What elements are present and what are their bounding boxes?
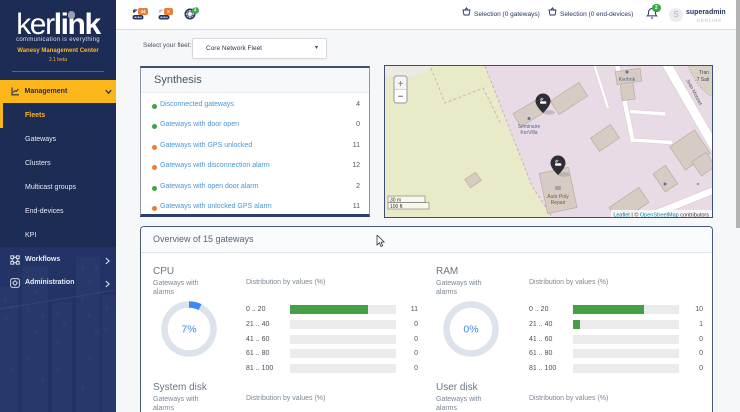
svg-text:−: − (398, 92, 404, 103)
svg-text:+: + (398, 79, 404, 90)
svg-text:Leaflet | © OpenStreetMap cont: Leaflet | © OpenStreetMap contributors (613, 212, 709, 218)
svg-text:7 Sati: 7 Sati (697, 77, 710, 83)
svg-text:7%: 7% (181, 324, 196, 336)
svg-text:KerVilla: KerVilla (520, 130, 537, 136)
svg-text:100 ft: 100 ft (390, 204, 403, 210)
svg-text:0%: 0% (463, 324, 478, 336)
svg-text:Repair: Repair (551, 200, 566, 206)
svg-text:Séminaire: Séminaire (518, 124, 541, 130)
svg-text:Tran: Tran (699, 70, 709, 76)
svg-text:Auto Poly: Auto Poly (547, 194, 569, 200)
svg-text:30 m: 30 m (390, 197, 401, 203)
svg-text:Kerlink: Kerlink (619, 77, 636, 83)
